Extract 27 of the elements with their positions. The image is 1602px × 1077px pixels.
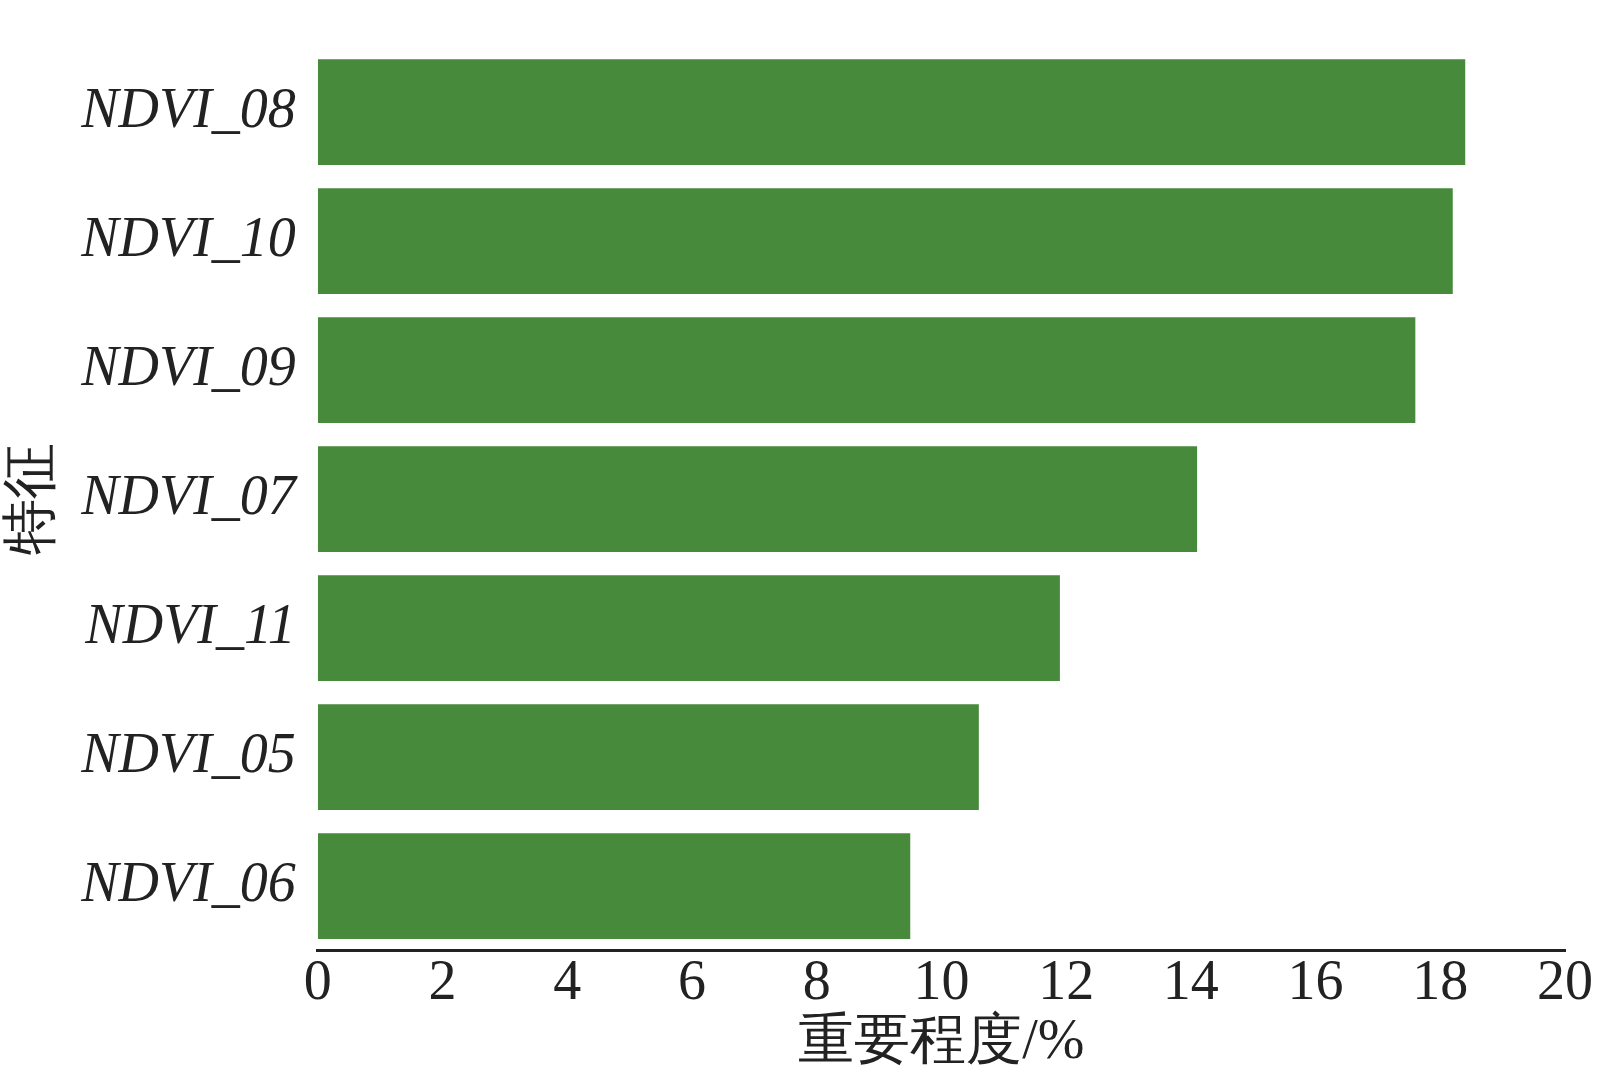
x-tick-label: 8 bbox=[802, 948, 831, 1011]
bar bbox=[317, 59, 1466, 165]
y-tick-label: NDVI_05 bbox=[80, 721, 296, 784]
bar bbox=[317, 575, 1060, 681]
x-tick-label: 0 bbox=[303, 948, 332, 1011]
y-tick-label: NDVI_09 bbox=[80, 334, 296, 397]
y-tick-label: NDVI_07 bbox=[80, 463, 298, 526]
bar bbox=[317, 704, 979, 810]
y-tick-label: NDVI_10 bbox=[80, 205, 296, 268]
x-tick-label: 14 bbox=[1162, 948, 1219, 1011]
x-tick-label: 2 bbox=[428, 948, 457, 1011]
y-tick-label: NDVI_08 bbox=[80, 76, 296, 139]
y-tick-label: NDVI_06 bbox=[80, 850, 296, 913]
x-tick-label: 16 bbox=[1287, 948, 1344, 1011]
y-axis-title: 特征 bbox=[0, 443, 61, 556]
x-axis-title: 重要程度/% bbox=[798, 1008, 1085, 1071]
bar bbox=[317, 317, 1416, 423]
x-tick-label: 6 bbox=[677, 948, 706, 1011]
bar bbox=[317, 833, 911, 939]
y-tick-label: NDVI_11 bbox=[84, 592, 296, 655]
x-tick-label: 12 bbox=[1038, 948, 1095, 1011]
bar bbox=[317, 446, 1198, 552]
x-tick-label: 18 bbox=[1412, 948, 1469, 1011]
x-tick-label: 20 bbox=[1537, 948, 1593, 1011]
x-tick-label: 4 bbox=[553, 948, 582, 1011]
x-tick-label: 10 bbox=[913, 948, 970, 1011]
bar bbox=[317, 188, 1453, 294]
